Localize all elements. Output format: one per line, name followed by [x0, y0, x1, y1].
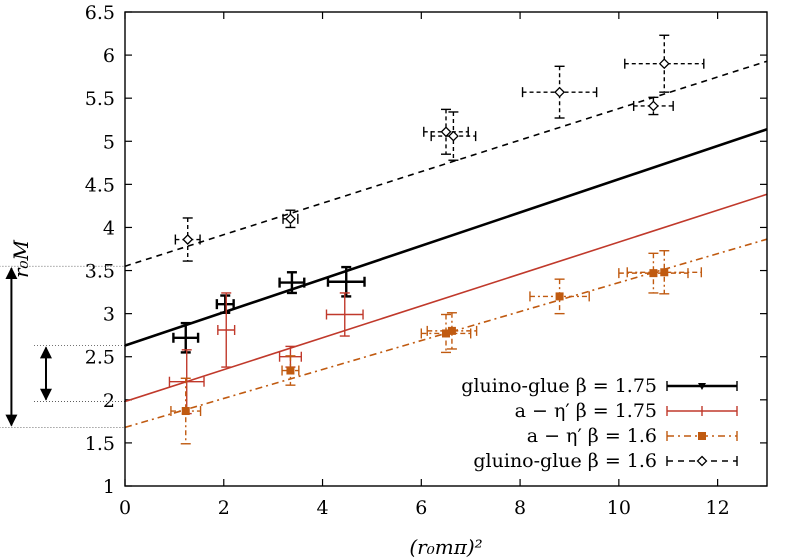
y-tick-label: 2 [103, 390, 115, 412]
data-point-series-2 [217, 292, 236, 368]
plot-frame [124, 11, 768, 487]
data-point-series-3 [529, 278, 590, 315]
data-marker [286, 366, 295, 375]
legend-marker [698, 383, 706, 390]
data-point-series-4 [521, 65, 598, 119]
data-marker [660, 268, 669, 277]
y-tick-label: 5.5 [85, 88, 115, 110]
x-tick-label: 4 [316, 497, 328, 519]
y-tick-label: 3 [103, 304, 115, 326]
data-point-series-4 [624, 34, 705, 93]
data-point-series-3 [626, 250, 703, 295]
data-marker [447, 326, 456, 335]
data-marker [647, 100, 659, 112]
axis-ticks: 1 1.5 2 2.5 3 3.5 4 4.5 5 5.5 6 6.5 0 2 4 6 8 10 12 [85, 2, 767, 519]
x-tick-label: 6 [415, 497, 427, 519]
y-tick-label: 4 [103, 217, 115, 239]
data-point-series-1 [278, 271, 306, 295]
y-axis-label: r₀M [9, 239, 33, 278]
data-marker [554, 86, 566, 98]
data-point-series-4 [174, 217, 201, 262]
data-marker [442, 329, 450, 338]
data-point-series-1 [326, 265, 366, 298]
fit-line-series-1 [124, 128, 768, 347]
data-marker [555, 292, 564, 301]
y-tick-label: 2.5 [85, 347, 115, 369]
data-points [168, 34, 705, 445]
x-tick-label: 2 [218, 497, 230, 519]
y-tick-label: 1.5 [85, 433, 115, 455]
x-tick-label: 10 [607, 497, 631, 519]
data-point-series-3 [618, 252, 689, 294]
data-point-series-3 [170, 377, 202, 445]
data-point-series-3 [420, 313, 472, 354]
legend-label-series-2: a − η′ β = 1.75 [515, 400, 657, 422]
data-marker [285, 213, 296, 225]
data-marker [447, 130, 459, 142]
y-tick-label: 3.5 [85, 261, 115, 283]
data-point-series-1 [172, 321, 200, 354]
data-marker [658, 58, 670, 70]
legend: gluino-glue β = 1.75 a − η′ β = 1.75 a − η… [461, 375, 738, 472]
data-point-series-4 [423, 108, 469, 155]
legend-label-series-1: gluino-glue β = 1.75 [461, 375, 657, 397]
data-point-series-2 [325, 292, 364, 337]
y-tick-label: 6 [103, 45, 115, 67]
y-tick-label: 1 [103, 476, 115, 498]
legend-marker [696, 455, 708, 467]
legend-marker [698, 432, 706, 440]
x-axis-label: (r₀mπ)² [409, 535, 482, 559]
legend-label-series-4: gluino-glue β = 1.6 [473, 450, 657, 472]
data-point-series-4 [282, 209, 299, 229]
y-tick-label: 5 [103, 131, 115, 153]
data-point-series-1 [215, 294, 235, 314]
data-marker [649, 269, 658, 278]
data-point-series-3 [426, 312, 478, 350]
data-point-series-2 [168, 349, 205, 415]
annotations [0, 265, 125, 428]
x-tick-label: 12 [706, 497, 730, 519]
data-point-series-3 [281, 355, 300, 386]
fit-line-series-2 [124, 193, 768, 403]
fit-line-series-4 [124, 60, 768, 267]
legend-label-series-3: a − η′ β = 1.6 [527, 425, 657, 447]
x-tick-label: 8 [514, 497, 526, 519]
data-marker [181, 407, 190, 416]
y-tick-label: 4.5 [85, 174, 115, 196]
data-point-series-4 [430, 111, 477, 161]
data-point-series-4 [632, 96, 674, 116]
x-tick-label: 0 [119, 497, 131, 519]
fit-lines [124, 60, 768, 429]
y-tick-label: 6.5 [85, 2, 115, 24]
data-marker [182, 234, 194, 245]
